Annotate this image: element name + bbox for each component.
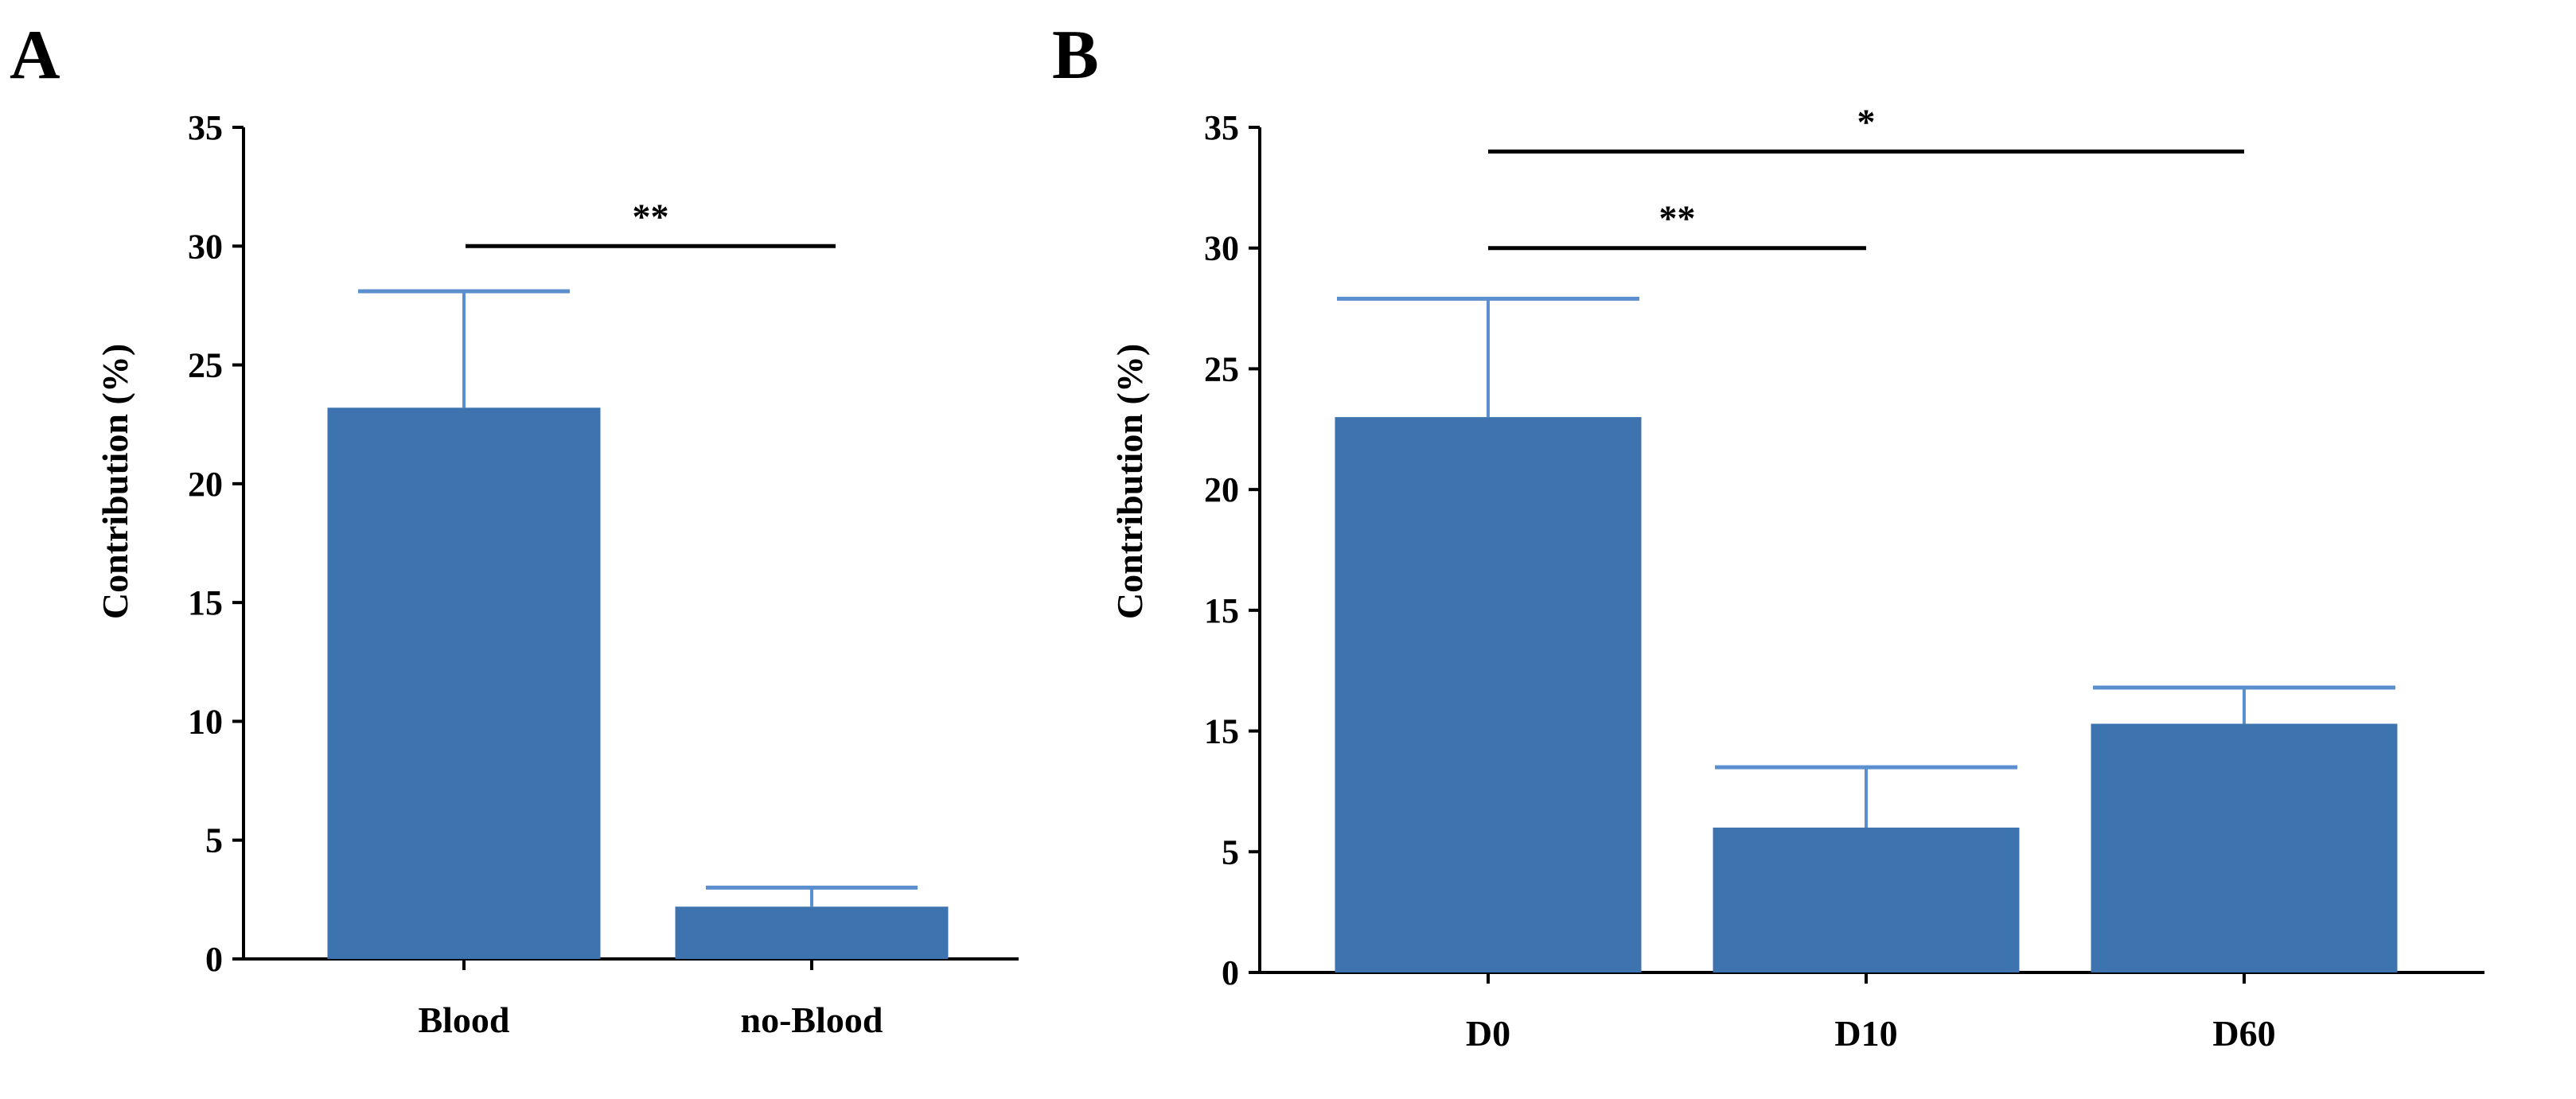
bar	[2091, 723, 2398, 972]
y-tick-label: 0	[1222, 953, 1239, 992]
y-axis-title-a: Contribution (%)	[95, 344, 135, 619]
y-tick-label: 35	[1204, 108, 1239, 147]
significance-label: **	[1659, 198, 1696, 239]
y-tick-label: 35	[188, 108, 223, 147]
y-tick-label: 15	[1204, 712, 1239, 751]
y-tick-label: 30	[1204, 229, 1239, 268]
y-tick-label: 25	[188, 346, 223, 385]
panel-letter-b: B	[1052, 17, 1099, 94]
significance-label: *	[1857, 101, 1876, 142]
x-tick-label: Blood	[418, 1000, 509, 1040]
y-tick-label: 10	[188, 702, 223, 741]
y-tick-label: 0	[205, 940, 223, 979]
x-tick-label: D10	[1834, 1013, 1897, 1054]
y-tick-label: 20	[1204, 470, 1239, 509]
y-tick-label: 5	[205, 821, 223, 860]
bar	[1335, 417, 1642, 972]
x-tick-label: D0	[1466, 1013, 1510, 1054]
bar	[675, 906, 949, 959]
y-axis-title-b: Contribution (%)	[1109, 344, 1150, 619]
bar	[327, 407, 601, 959]
significance-label: **	[633, 196, 669, 236]
x-tick-label: D60	[2212, 1013, 2275, 1054]
panel-letter-a: A	[10, 17, 60, 94]
chart-panel-a: 0 5 10 15 20 25 30 35 Blood no-Blood **	[188, 108, 1019, 1040]
y-tick-label: 20	[188, 465, 223, 504]
y-tick-label: 15	[1204, 591, 1239, 630]
x-tick-label: no-Blood	[741, 1000, 883, 1040]
bar	[1713, 827, 2020, 972]
y-tick-label: 5	[1222, 832, 1239, 871]
y-tick-label: 25	[1204, 349, 1239, 388]
y-tick-label: 15	[188, 583, 223, 622]
y-tick-label: 30	[188, 227, 223, 266]
